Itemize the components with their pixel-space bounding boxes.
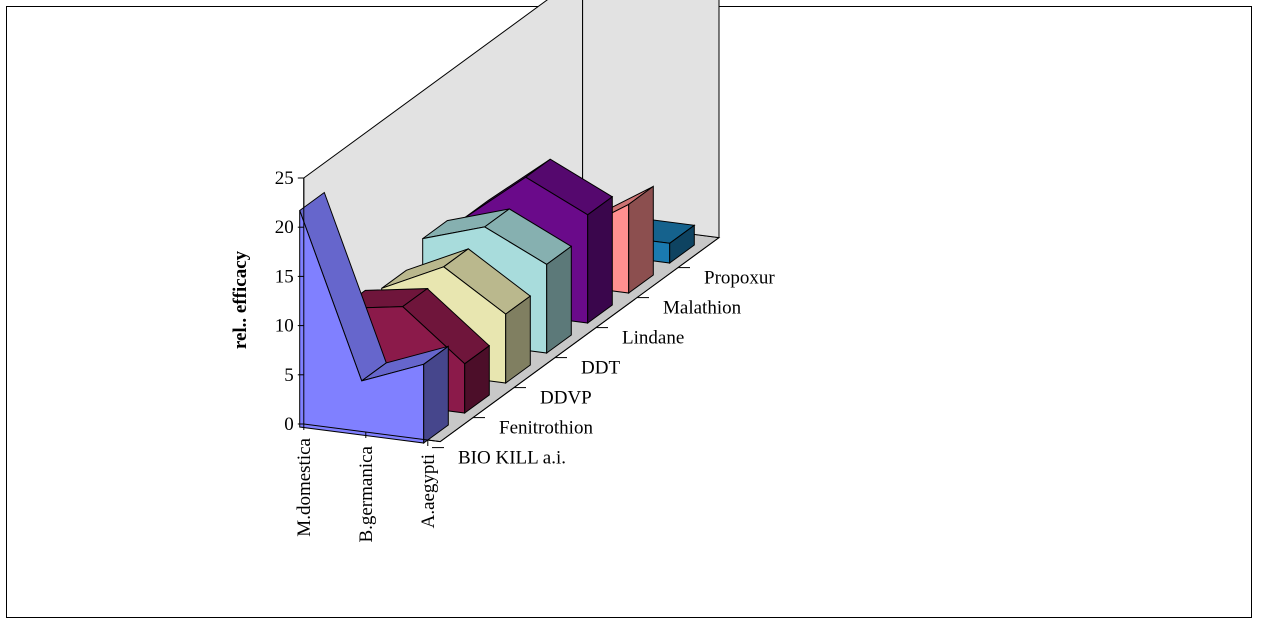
area-end-face [628,185,654,294]
series-layer [299,158,696,444]
y-tick-label: 20 [275,217,294,238]
area-end-face [505,295,531,384]
series-bio-kill-a-i- [299,191,449,444]
series-label: DDVP [540,388,592,409]
area-end-face [546,245,572,354]
z-axis-line [439,237,720,443]
axis-layer: 0 5 10 15 20 25 M.domestica B.germanica A.aegypt… [275,168,776,543]
y-tick-label: 0 [284,414,294,435]
category-label: B.germanica [356,445,377,542]
y-tick-label: 10 [275,316,294,337]
series-label: Lindane [622,328,684,349]
y-tick-label: 5 [284,365,294,386]
area-end-face [587,195,613,324]
y-axis-title: rel.. efficacy [230,250,251,349]
area-front-face [299,210,425,444]
y-tick-label: 25 [275,168,294,189]
series-label: DDT [581,358,620,379]
series-label: BIO KILL a.i. [458,448,566,469]
series-label: Fenitrothion [499,418,593,439]
category-label: A.aegypti [418,454,439,528]
series-label: Propoxur [704,268,775,289]
x-axis-line [303,423,441,443]
area-end-face [464,344,490,414]
series-label: Malathion [663,298,742,319]
area-end-face [669,224,695,264]
category-label: M.domestica [294,437,315,536]
area-end-face [423,345,449,444]
y-tick-label: 15 [275,266,294,287]
